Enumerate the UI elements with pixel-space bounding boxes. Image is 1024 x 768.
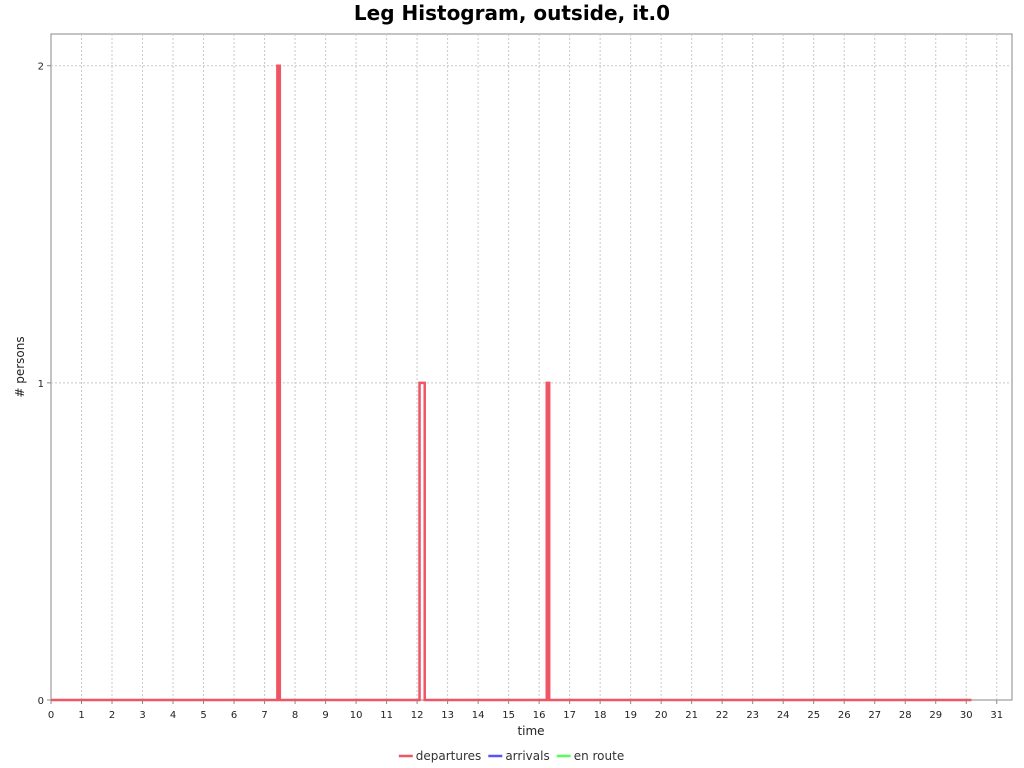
plot-area [50,33,1013,701]
y-tick-label: 1 [38,379,44,390]
y-tick-label: 0 [38,696,44,707]
x-tick-label: 27 [868,710,881,721]
x-tick-label: 4 [170,710,176,721]
chart-title: Leg Histogram, outside, it.0 [354,1,670,25]
x-tick-label: 18 [594,710,607,721]
x-tick-label: 10 [350,710,363,721]
x-tick-label: 3 [139,710,145,721]
x-tick-label: 14 [472,710,485,721]
x-tick-label: 28 [899,710,912,721]
x-tick-label: 1 [78,710,84,721]
x-tick-label: 30 [960,710,973,721]
series-layer [51,64,972,702]
x-tick-label: 17 [563,710,576,721]
x-tick-label: 11 [380,710,393,721]
x-tick-label: 23 [746,710,759,721]
x-tick-label: 12 [411,710,424,721]
x-tick-label: 16 [533,710,546,721]
x-tick-label: 21 [685,710,698,721]
x-tick-label: 15 [502,710,515,721]
legend-label-en-route: en route [574,749,625,763]
legend: departures arrivals en route [398,749,625,763]
x-tick-label: 2 [109,710,115,721]
legend-label-departures: departures [416,749,482,763]
x-tick-label: 24 [777,710,790,721]
legend-label-arrivals: arrivals [505,749,549,763]
y-tick-label: 2 [38,62,44,73]
series-line-departures [51,64,972,702]
x-axis-label: time [517,724,544,738]
y-axis-label: # persons [13,336,27,397]
x-tick-label: 20 [655,710,668,721]
x-tick-label: 25 [807,710,820,721]
x-tick-label: 19 [624,710,637,721]
x-tick-label: 31 [990,710,1003,721]
x-tick-label: 29 [929,710,942,721]
x-tick-label: 0 [48,710,54,721]
x-tick-label: 6 [231,710,237,721]
x-tick-label: 26 [838,710,851,721]
x-tick-label: 5 [200,710,206,721]
x-tick-label: 9 [322,710,328,721]
x-tick-label: 22 [716,710,729,721]
x-tick-label: 8 [292,710,298,721]
x-tick-label: 13 [441,710,454,721]
grid [51,34,1012,700]
axes: 0 1 2 3 4 5 6 7 8 9 10 11 12 13 14 15 16 17 18 19 20 21 22 23 24… [38,62,1003,721]
x-tick-label: 7 [261,710,267,721]
